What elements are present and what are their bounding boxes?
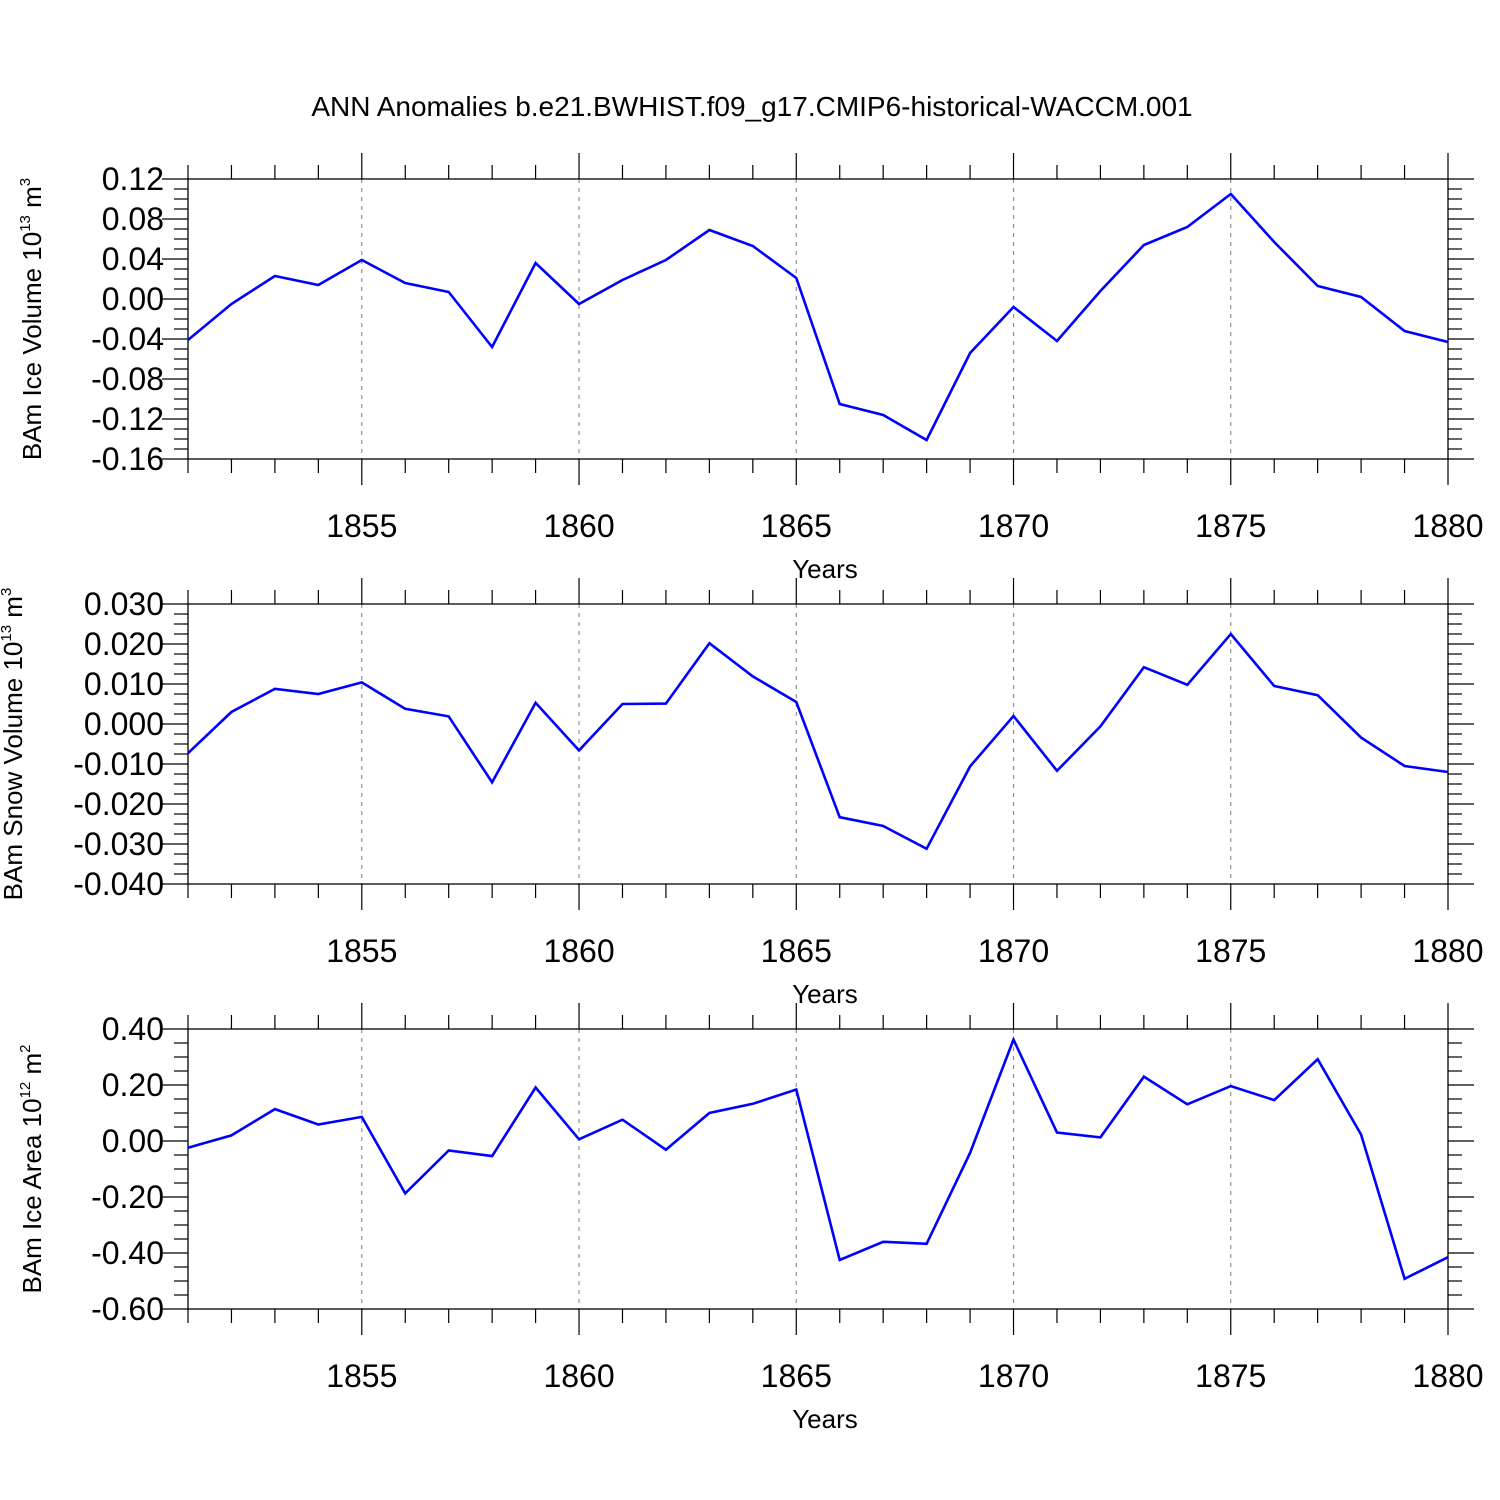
x-axis-title: Years (792, 979, 858, 1009)
x-axis-title: Years (792, 1404, 858, 1434)
y-tick-label: 0.08 (102, 201, 164, 237)
y-tick-label: -0.04 (91, 321, 164, 357)
y-tick-label: 0.010 (84, 666, 164, 702)
x-tick-label: 1875 (1195, 508, 1266, 544)
x-tick-label: 1875 (1195, 933, 1266, 969)
y-tick-label: -0.20 (91, 1179, 164, 1215)
x-tick-label: 1860 (543, 508, 614, 544)
y-tick-label: 0.04 (102, 241, 164, 277)
y-tick-label: 0.000 (84, 706, 164, 742)
series-line (187, 192, 1449, 442)
x-tick-label: 1855 (326, 508, 397, 544)
panels-container: 1855 1860 1865 1870 1875 1880 -0.16 -0.12 -0.08 -… (0, 153, 1484, 1434)
y-tick-label: -0.08 (91, 361, 164, 397)
x-tick-label: 1880 (1412, 1358, 1483, 1394)
x-tick-label: 1860 (543, 933, 614, 969)
y-tick-label: 0.020 (84, 626, 164, 662)
y-tick-label: -0.40 (91, 1235, 164, 1271)
chart-title: ANN Anomalies b.e21.BWHIST.f09_g17.CMIP6… (311, 91, 1192, 122)
y-tick-label: 0.00 (102, 281, 164, 317)
y-tick-label: 0.12 (102, 161, 164, 197)
x-tick-label: 1880 (1412, 508, 1483, 544)
x-tick-label: 1865 (761, 1358, 832, 1394)
panel-2: 1855 1860 1865 1870 1875 1880 -0.040 -0.030 -0.0… (0, 578, 1484, 1009)
panel-1: 1855 1860 1865 1870 1875 1880 -0.16 -0.12 -0.08 -… (17, 153, 1484, 584)
y-tick-label: -0.020 (73, 786, 164, 822)
y-tick-label: 0.00 (102, 1123, 164, 1159)
y-tick-label: 0.030 (84, 586, 164, 622)
x-tick-label: 1870 (978, 1358, 1049, 1394)
series-line (187, 1036, 1449, 1281)
y-tick-label: -0.16 (91, 441, 164, 477)
plot-frame (187, 178, 1449, 460)
y-tick-label: -0.040 (73, 866, 164, 902)
x-tick-label: 1865 (761, 508, 832, 544)
panel-3: 1855 1860 1865 1870 1875 1880 -0.60 -0.40 -0.20 0… (17, 1003, 1484, 1434)
x-tick-label: 1865 (761, 933, 832, 969)
y-tick-label: -0.030 (73, 826, 164, 862)
x-tick-label: 1880 (1412, 933, 1483, 969)
y-tick-label: -0.60 (91, 1291, 164, 1327)
x-tick-label: 1870 (978, 508, 1049, 544)
x-tick-label: 1875 (1195, 1358, 1266, 1394)
y-tick-label: -0.010 (73, 746, 164, 782)
y-axis-title: BAm Ice Area 1012 m2 (17, 1044, 47, 1293)
y-tick-label: -0.12 (91, 401, 164, 437)
x-tick-label: 1870 (978, 933, 1049, 969)
x-tick-label: 1855 (326, 933, 397, 969)
plot-frame (187, 603, 1449, 885)
x-axis-title: Years (792, 554, 858, 584)
y-axis-title: BAm Snow Volume 1013 m3 (0, 588, 28, 901)
x-tick-label: 1855 (326, 1358, 397, 1394)
y-tick-label: 0.40 (102, 1011, 164, 1047)
x-tick-label: 1860 (543, 1358, 614, 1394)
plot-frame (187, 1028, 1449, 1310)
y-tick-label: 0.20 (102, 1067, 164, 1103)
series-line (187, 631, 1449, 851)
y-axis-title: BAm Ice Volume 1013 m3 (17, 178, 47, 460)
